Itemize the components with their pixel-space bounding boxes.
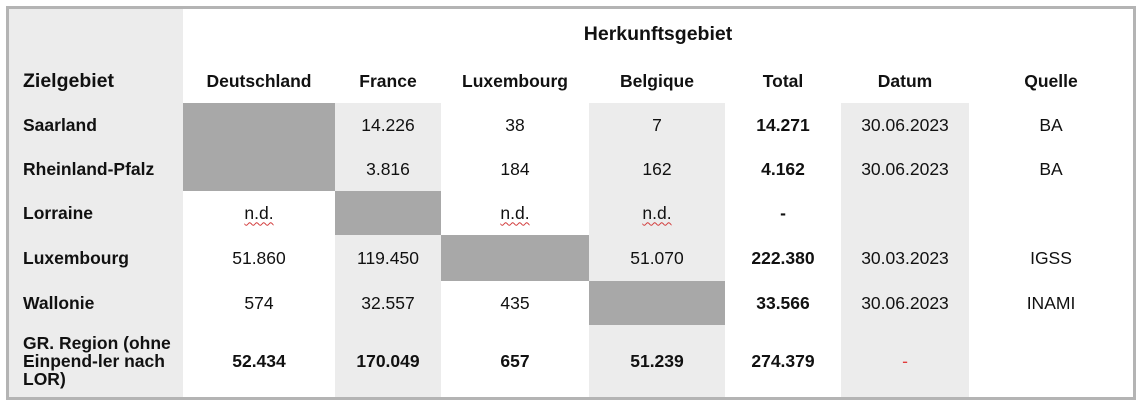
blocked-cell-luxembourg-luxembourg [441, 235, 589, 281]
cell-luxembourg-deutschland: 51.860 [232, 247, 286, 268]
cell-lorraine-total: - [780, 202, 786, 223]
nd-marker: n.d. [244, 202, 274, 223]
col-datum-shade [841, 103, 969, 397]
cell-rheinland-pfalz-datum: 30.06.2023 [861, 158, 949, 179]
col-belgique-shade [589, 103, 725, 397]
cell-gr-region-datum: - [902, 350, 908, 371]
col-header-total: Total [762, 70, 804, 91]
cell-gr-region-total: 274.379 [751, 350, 815, 371]
cell-saarland-france: 14.226 [361, 114, 415, 135]
cell-rheinland-pfalz-luxembourg: 184 [500, 158, 530, 179]
row-header-title: Zielgebiet [23, 69, 115, 92]
cell-gr-region-belgique: 51.239 [630, 350, 684, 371]
col-header-quelle: Quelle [1024, 70, 1078, 91]
nd-marker: n.d. [500, 202, 530, 223]
cell-saarland-luxembourg: 38 [505, 114, 525, 135]
cell-luxembourg-quelle: IGSS [1030, 247, 1072, 268]
row-label-luxembourg: Luxembourg [23, 247, 129, 268]
blocked-cell-saarland-rlp-deutschland [183, 103, 335, 191]
cell-wallonie-france: 32.557 [361, 292, 415, 313]
cell-saarland-quelle: BA [1039, 114, 1063, 135]
cell-rheinland-pfalz-quelle: BA [1039, 158, 1063, 179]
cell-rheinland-pfalz-belgique: 162 [642, 158, 672, 179]
nd-marker: n.d. [642, 202, 672, 223]
cell-lorraine-deutschland: n.d. [183, 191, 335, 235]
cell-saarland-datum: 30.06.2023 [861, 114, 949, 135]
cell-wallonie-datum: 30.06.2023 [861, 292, 949, 313]
cell-luxembourg-datum: 30.03.2023 [861, 247, 949, 268]
col-header-deutschland: Deutschland [206, 70, 312, 91]
cell-luxembourg-total: 222.380 [751, 247, 815, 268]
col-france-shade [335, 103, 441, 397]
row-label-wallonie: Wallonie [23, 292, 95, 313]
cell-lorraine-belgique: n.d. [589, 191, 725, 235]
cell-wallonie-total: 33.566 [756, 292, 810, 313]
row-label-lorraine: Lorraine [23, 202, 94, 223]
header-shade [9, 9, 183, 103]
cell-luxembourg-belgique: 51.070 [630, 247, 684, 268]
cell-gr-region-france: 170.049 [356, 350, 420, 371]
col-header-datum: Datum [877, 70, 933, 91]
cell-luxembourg-france: 119.450 [357, 247, 419, 268]
blocked-cell-wallonie-belgique [589, 281, 725, 325]
cell-rheinland-pfalz-france: 3.816 [366, 158, 410, 179]
cell-saarland-total: 14.271 [756, 114, 810, 135]
group-header: Herkunftsgebiet [583, 22, 733, 45]
blocked-cell-lorraine-france [335, 191, 441, 235]
cell-rheinland-pfalz-total: 4.162 [761, 158, 805, 179]
cell-wallonie-quelle: INAMI [1026, 292, 1076, 313]
data-table: Herkunftsgebiet Zielgebiet Deutschland F… [6, 6, 1136, 400]
row-label-gr-region: GR. Region (ohne Einpend-ler nach LOR) [23, 333, 171, 389]
col-header-france: France [359, 70, 417, 91]
row-label-rheinland-pfalz: Rheinland-Pfalz [23, 158, 155, 179]
cell-wallonie-deutschland: 574 [244, 292, 274, 313]
row-header-shade [9, 103, 183, 397]
cell-saarland-belgique: 7 [652, 114, 662, 135]
col-header-luxembourg: Luxembourg [462, 70, 568, 91]
cell-gr-region-deutschland: 52.434 [232, 350, 286, 371]
cell-gr-region-luxembourg: 657 [500, 350, 530, 371]
cell-wallonie-luxembourg: 435 [500, 292, 530, 313]
row-label-saarland: Saarland [23, 114, 97, 135]
col-header-belgique: Belgique [620, 70, 694, 91]
cell-lorraine-luxembourg: n.d. [441, 191, 589, 235]
